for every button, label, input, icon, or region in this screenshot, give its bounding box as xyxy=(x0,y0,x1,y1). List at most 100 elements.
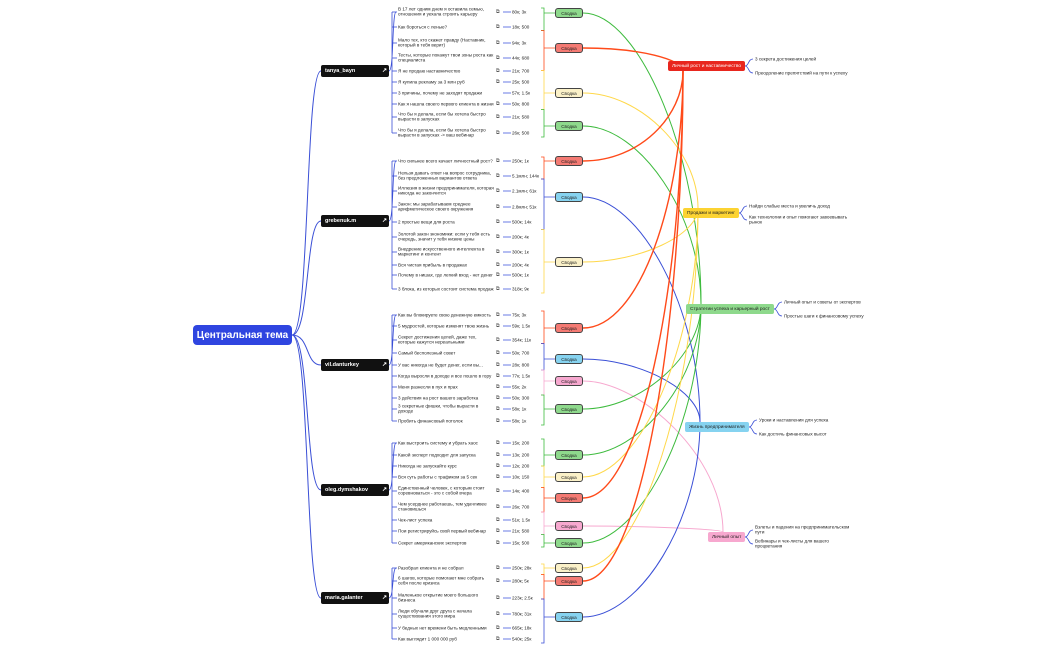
external-link-icon[interactable]: ⧉ xyxy=(496,204,500,210)
central-topic[interactable]: Центральная тема xyxy=(193,325,292,345)
video-title[interactable]: Люди обучали друг друга с начала существ… xyxy=(398,608,472,619)
video-title[interactable]: 6 шагов, которые помогают мне собрать се… xyxy=(398,575,485,586)
video-title[interactable]: В 17 лет одним днем я оставила семью, от… xyxy=(398,6,484,17)
video-title[interactable]: Разобрал клиента и не собрал xyxy=(398,565,464,571)
external-link-icon[interactable]: ⧉ xyxy=(496,440,500,446)
video-title[interactable]: Внедрение искусственного интеллекта в ма… xyxy=(398,246,485,257)
external-link-icon[interactable]: ⧉ xyxy=(496,249,500,255)
topic-subtopic[interactable]: Взлеты и падения на предпринимательском … xyxy=(755,524,850,535)
video-title[interactable]: Как вы блокируете свою денежную емкость xyxy=(398,312,491,318)
video-title[interactable]: Единственный человек, с которым стоит со… xyxy=(398,485,485,496)
summary-node-green[interactable]: Сводка xyxy=(555,404,583,414)
external-link-icon[interactable]: ⧉ xyxy=(496,488,500,494)
user-node-oleg.dymshakov[interactable]: oleg.dymshakov ↗ xyxy=(321,484,389,496)
topic-subtopic[interactable]: Как достичь финансовых высот xyxy=(759,431,827,437)
video-title[interactable]: У вас никогда не будет денег, если вы... xyxy=(398,362,483,368)
topic-subtopic[interactable]: Вебинары и чек-листы для вашего процвета… xyxy=(755,538,829,549)
external-link-icon[interactable]: ⧉ xyxy=(496,323,500,329)
video-title[interactable]: Вся суть работы с трафиком за 5 сек xyxy=(398,474,478,480)
external-link-icon[interactable]: ⧉ xyxy=(496,452,500,458)
video-title[interactable]: 3 действия на рост вашего заработка xyxy=(398,395,479,401)
video-title[interactable]: Я не продаю наставничество xyxy=(398,68,461,74)
user-node-tanya_bayn[interactable]: tanya_bayn ↗ xyxy=(321,65,389,77)
video-title[interactable]: Что сильнее всего качает личностный рост… xyxy=(398,158,493,164)
external-link-icon[interactable]: ⧉ xyxy=(496,219,500,225)
external-link-icon[interactable]: ⧉ xyxy=(496,463,500,469)
external-link-icon[interactable]: ⧉ xyxy=(496,528,500,534)
external-link-icon[interactable]: ⧉ xyxy=(496,625,500,631)
summary-node-green[interactable]: Сводка xyxy=(555,538,583,548)
video-title[interactable]: Вся чистая прибыль в продажах xyxy=(398,262,468,268)
video-title[interactable]: Чек-лист успеха xyxy=(398,517,433,523)
video-title[interactable]: Чем усерднее работаешь, тем удачливее ст… xyxy=(398,501,487,512)
topic-subtopic[interactable]: Как технологии и опыт помогают завоевыва… xyxy=(749,214,848,225)
summary-node-red[interactable]: Сводка xyxy=(555,493,583,503)
external-link-icon[interactable]: ↗ xyxy=(381,595,387,601)
external-link-icon[interactable]: ⧉ xyxy=(496,234,500,240)
topic-subtopic[interactable]: Личный опыт и советы от экспертов xyxy=(784,299,861,305)
video-title[interactable]: Как выстроить систему и убрать хаос xyxy=(398,440,478,446)
video-title[interactable]: 3 блока, из которых состоит система прод… xyxy=(398,286,494,292)
external-link-icon[interactable]: ⧉ xyxy=(496,384,500,390)
external-link-icon[interactable]: ⧉ xyxy=(496,350,500,356)
video-title[interactable]: 3 секретные фишки, чтобы вырасти в доход… xyxy=(398,403,479,414)
external-link-icon[interactable]: ⧉ xyxy=(496,395,500,401)
summary-node-green[interactable]: Сводка xyxy=(555,8,583,18)
video-title[interactable]: Никогда не запускайте курс xyxy=(398,463,457,469)
video-title[interactable]: Когда выросли в доходе и все пошло в гор… xyxy=(398,373,492,379)
external-link-icon[interactable]: ⧉ xyxy=(496,173,500,179)
external-link-icon[interactable]: ⧉ xyxy=(496,286,500,292)
external-link-icon[interactable]: ↗ xyxy=(381,68,387,74)
summary-node-pink[interactable]: Сводка xyxy=(555,521,583,531)
video-title[interactable]: Мало тех, кто скажет правду (Наставник, … xyxy=(398,37,486,48)
external-link-icon[interactable]: ⧉ xyxy=(496,24,500,30)
summary-node-yellow[interactable]: Сводка xyxy=(555,257,583,267)
topic-subtopic[interactable]: Простые шаги к финансовому успеху xyxy=(784,313,864,319)
external-link-icon[interactable]: ⧉ xyxy=(496,540,500,546)
external-link-icon[interactable]: ⧉ xyxy=(496,188,500,194)
external-link-icon[interactable]: ⧉ xyxy=(496,40,500,46)
video-title[interactable]: Какой эксперт подходит для запуска xyxy=(398,452,476,458)
external-link-icon[interactable]: ⧉ xyxy=(496,114,500,120)
video-title[interactable]: 5 мудростей, которые изменят твою жизнь xyxy=(398,323,490,329)
video-title[interactable]: Что бы я делала, если бы хотела быстро в… xyxy=(398,127,486,138)
video-title[interactable]: Золотой закон экономики: если у тебя ест… xyxy=(398,231,491,242)
video-title[interactable]: Пои регистрируйсь свой первый вебинар xyxy=(398,528,486,534)
topic-subtopic[interactable]: Преодоление препятствий на пути к успеху xyxy=(755,70,848,76)
summary-node-red[interactable]: Сводка xyxy=(555,576,583,586)
video-title[interactable]: Почему в нишах, где легкий вход - нет де… xyxy=(398,272,493,278)
external-link-icon[interactable]: ↗ xyxy=(381,218,387,224)
video-title[interactable]: Меня разнесли в пух и прах xyxy=(398,384,458,390)
summary-node-red[interactable]: Сводка xyxy=(555,156,583,166)
external-link-icon[interactable]: ⧉ xyxy=(496,55,500,61)
video-title[interactable]: Что бы я делала, если бы хотела быстро в… xyxy=(398,111,486,122)
summary-node-blue[interactable]: Сводка xyxy=(555,612,583,622)
user-node-maria.galanter[interactable]: maria.galanter ↗ xyxy=(321,592,389,604)
video-title[interactable]: Секрет американских экспертов xyxy=(398,540,467,546)
summary-node-blue[interactable]: Сводка xyxy=(555,192,583,202)
external-link-icon[interactable]: ⧉ xyxy=(496,565,500,571)
video-title[interactable]: У бедных нет времени быть медленными xyxy=(398,625,487,631)
video-title[interactable]: Как бороться с ленью? xyxy=(398,24,448,30)
video-title[interactable]: Тесты, которые покажут твои зоны роста к… xyxy=(398,52,494,63)
external-link-icon[interactable]: ⧉ xyxy=(496,504,500,510)
video-title[interactable]: Иллюзия в жизни предпринимателя, которая… xyxy=(398,185,494,196)
summary-node-red[interactable]: Сводка xyxy=(555,43,583,53)
external-link-icon[interactable]: ⧉ xyxy=(496,406,500,412)
external-link-icon[interactable]: ⧉ xyxy=(496,474,500,480)
external-link-icon[interactable]: ⧉ xyxy=(496,262,500,268)
topic-node-yellow[interactable]: Продажи и маркетинг xyxy=(683,208,739,218)
external-link-icon[interactable]: ⧉ xyxy=(496,362,500,368)
video-title[interactable]: 3 причины, почему не заходят продажи xyxy=(398,90,483,96)
summary-node-green[interactable]: Сводка xyxy=(555,121,583,131)
topic-node-pink[interactable]: Личный опыт xyxy=(708,532,746,542)
external-link-icon[interactable]: ⧉ xyxy=(496,312,500,318)
external-link-icon[interactable]: ⧉ xyxy=(496,611,500,617)
external-link-icon[interactable]: ⧉ xyxy=(496,517,500,523)
external-link-icon[interactable]: ⧉ xyxy=(496,101,500,107)
external-link-icon[interactable]: ⧉ xyxy=(496,79,500,85)
external-link-icon[interactable]: ⧉ xyxy=(496,418,500,424)
video-title[interactable]: 2 простые вещи для роста xyxy=(398,219,455,225)
video-title[interactable]: Пробить финансовый потолок xyxy=(398,418,463,424)
topic-subtopic[interactable]: Найди слабые места и увеличь доход xyxy=(749,203,830,209)
